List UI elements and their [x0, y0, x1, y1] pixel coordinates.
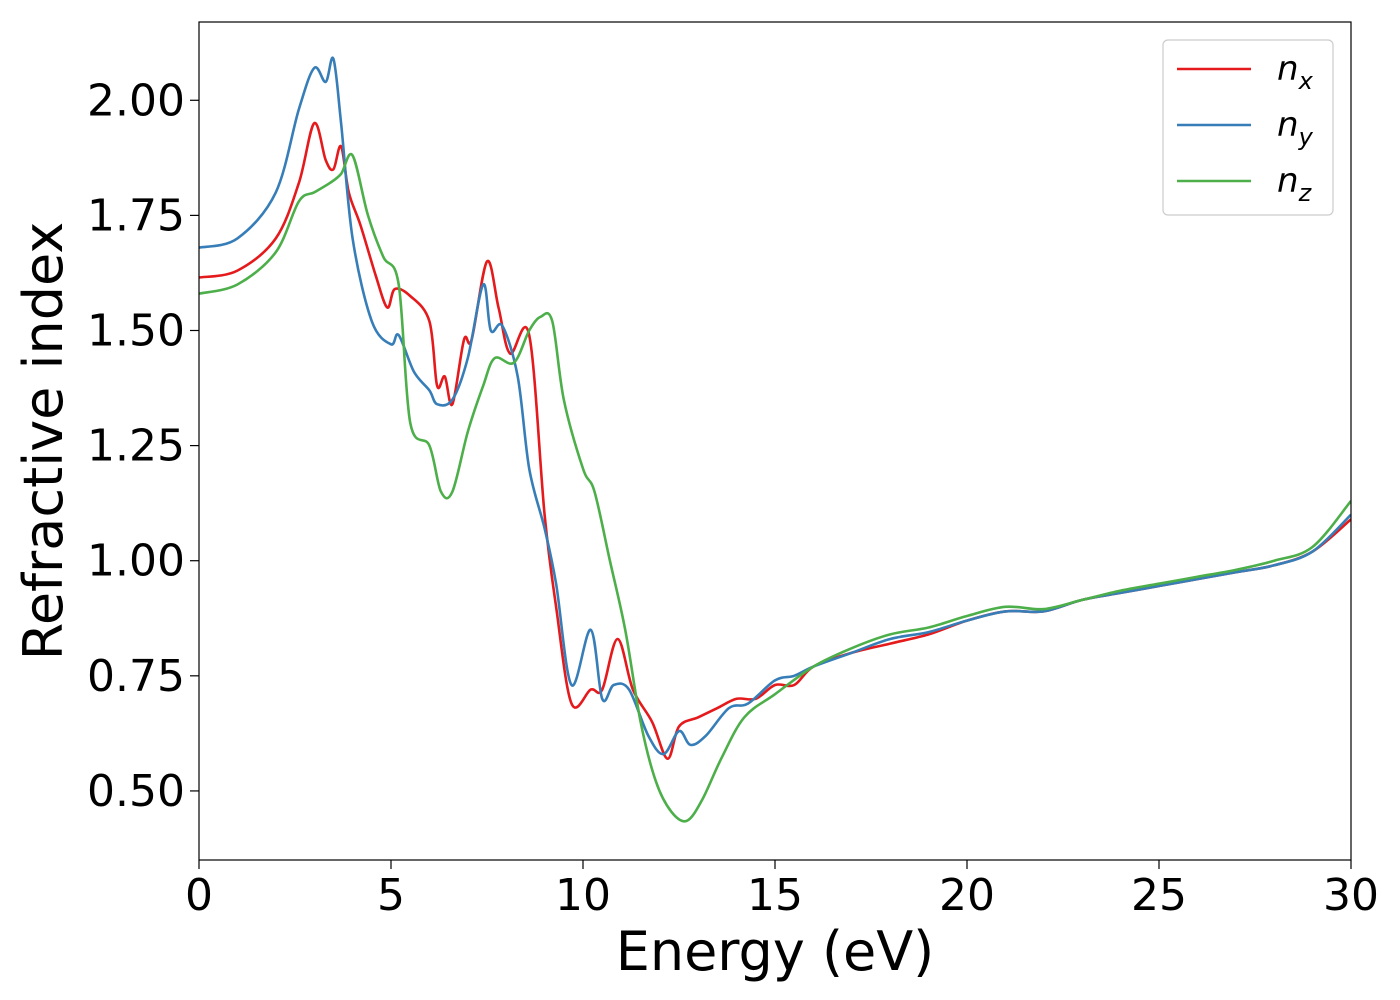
legend-label-nz: nz [1277, 161, 1313, 207]
x-tick-label: 25 [1131, 870, 1187, 921]
series-line-nz [199, 152, 1351, 823]
y-tick-label: 2.00 [87, 75, 185, 126]
y-ticks: 0.50 0.75 1.00 1.25 1.50 1.75 2.00 [87, 75, 199, 817]
legend-label-ny: ny [1277, 105, 1314, 151]
legend: nx ny nz [1162, 39, 1334, 216]
x-ticks: 0 5 10 15 20 25 30 [185, 860, 1379, 921]
x-axis-label: Energy (eV) [616, 920, 935, 983]
y-tick-label: 1.00 [87, 536, 185, 587]
x-tick-label: 30 [1323, 870, 1379, 921]
y-tick-label: 1.25 [87, 421, 185, 472]
x-tick-label: 15 [747, 870, 803, 921]
y-tick-label: 1.75 [87, 190, 185, 241]
legend-label-nx: nx [1277, 49, 1314, 95]
x-tick-label: 20 [939, 870, 995, 921]
y-tick-label: 0.75 [87, 651, 185, 702]
x-tick-label: 5 [377, 870, 405, 921]
series-layer [199, 56, 1351, 823]
y-tick-label: 1.50 [87, 305, 185, 356]
legend-box [1162, 39, 1334, 216]
series-line-nx [199, 121, 1351, 761]
x-tick-label: 0 [185, 870, 213, 921]
x-tick-label: 10 [555, 870, 611, 921]
series-line-ny [199, 56, 1351, 756]
y-axis-label: Refractive index [12, 222, 75, 661]
y-tick-label: 0.50 [87, 766, 185, 817]
